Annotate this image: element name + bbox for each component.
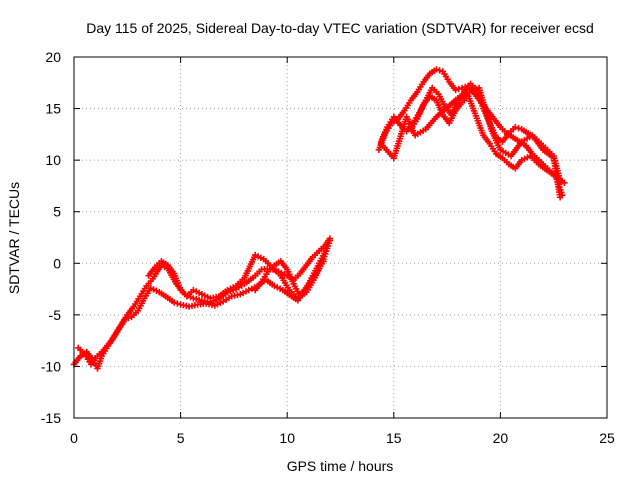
axis-ticks <box>73 56 608 419</box>
y-tick-label: 0 <box>53 255 61 271</box>
y-tick-label: 5 <box>53 204 61 220</box>
data-point <box>322 247 329 255</box>
y-tick-label: -5 <box>49 307 62 323</box>
y-tick-label: 10 <box>45 152 61 168</box>
y-axis-label: SDTVAR / TECUs <box>6 182 22 294</box>
data-point-fill <box>174 300 181 307</box>
x-tick-label: 25 <box>599 430 615 446</box>
y-tick-label: 20 <box>45 49 61 65</box>
tick-labels: 0 5 10 15 20 25 -15 -10 -5 0 5 10 15 20 <box>41 49 615 446</box>
data-point <box>326 237 334 244</box>
data-point <box>121 315 129 323</box>
data-point <box>561 179 568 187</box>
x-tick-label: 5 <box>177 430 185 446</box>
data-point-fill <box>455 85 463 93</box>
chart-title: Day 115 of 2025, Sidereal Day-to-day VTE… <box>86 20 594 36</box>
x-tick-label: 10 <box>279 430 295 446</box>
x-tick-label: 15 <box>386 430 402 446</box>
x-tick-label: 20 <box>493 430 509 446</box>
plot-frame <box>73 56 608 419</box>
data-point-fill <box>436 67 443 74</box>
x-tick-label: 0 <box>70 430 78 446</box>
y-tick-label: -10 <box>41 358 61 374</box>
data-marks <box>70 66 568 372</box>
data-point-fill <box>125 314 132 322</box>
y-tick-label: -15 <box>41 410 61 426</box>
data-point <box>452 86 459 94</box>
data-point <box>433 66 440 73</box>
x-axis-label: GPS time / hours <box>287 458 394 474</box>
data-point-fill <box>515 124 522 132</box>
data-point <box>171 299 178 306</box>
data-point <box>512 123 519 131</box>
grid <box>74 57 607 418</box>
data-point <box>556 194 564 201</box>
y-tick-label: 15 <box>45 101 61 117</box>
